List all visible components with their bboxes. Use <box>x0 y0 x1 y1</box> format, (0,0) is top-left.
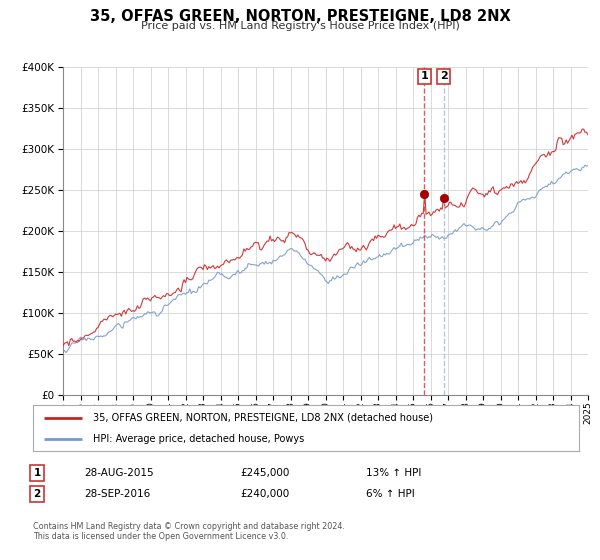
Text: £245,000: £245,000 <box>240 468 289 478</box>
Text: 28-AUG-2015: 28-AUG-2015 <box>84 468 154 478</box>
Text: 28-SEP-2016: 28-SEP-2016 <box>84 489 150 499</box>
Text: 1: 1 <box>421 71 428 81</box>
Text: HPI: Average price, detached house, Powys: HPI: Average price, detached house, Powy… <box>93 435 304 444</box>
Text: Contains HM Land Registry data © Crown copyright and database right 2024.
This d: Contains HM Land Registry data © Crown c… <box>33 522 345 542</box>
Text: 1: 1 <box>34 468 41 478</box>
Text: 35, OFFAS GREEN, NORTON, PRESTEIGNE, LD8 2NX (detached house): 35, OFFAS GREEN, NORTON, PRESTEIGNE, LD8… <box>93 413 433 423</box>
Text: £240,000: £240,000 <box>240 489 289 499</box>
Text: 13% ↑ HPI: 13% ↑ HPI <box>366 468 421 478</box>
Text: 2: 2 <box>440 71 448 81</box>
Text: Price paid vs. HM Land Registry's House Price Index (HPI): Price paid vs. HM Land Registry's House … <box>140 21 460 31</box>
Text: 2: 2 <box>34 489 41 499</box>
Text: 35, OFFAS GREEN, NORTON, PRESTEIGNE, LD8 2NX: 35, OFFAS GREEN, NORTON, PRESTEIGNE, LD8… <box>89 9 511 24</box>
Text: 6% ↑ HPI: 6% ↑ HPI <box>366 489 415 499</box>
